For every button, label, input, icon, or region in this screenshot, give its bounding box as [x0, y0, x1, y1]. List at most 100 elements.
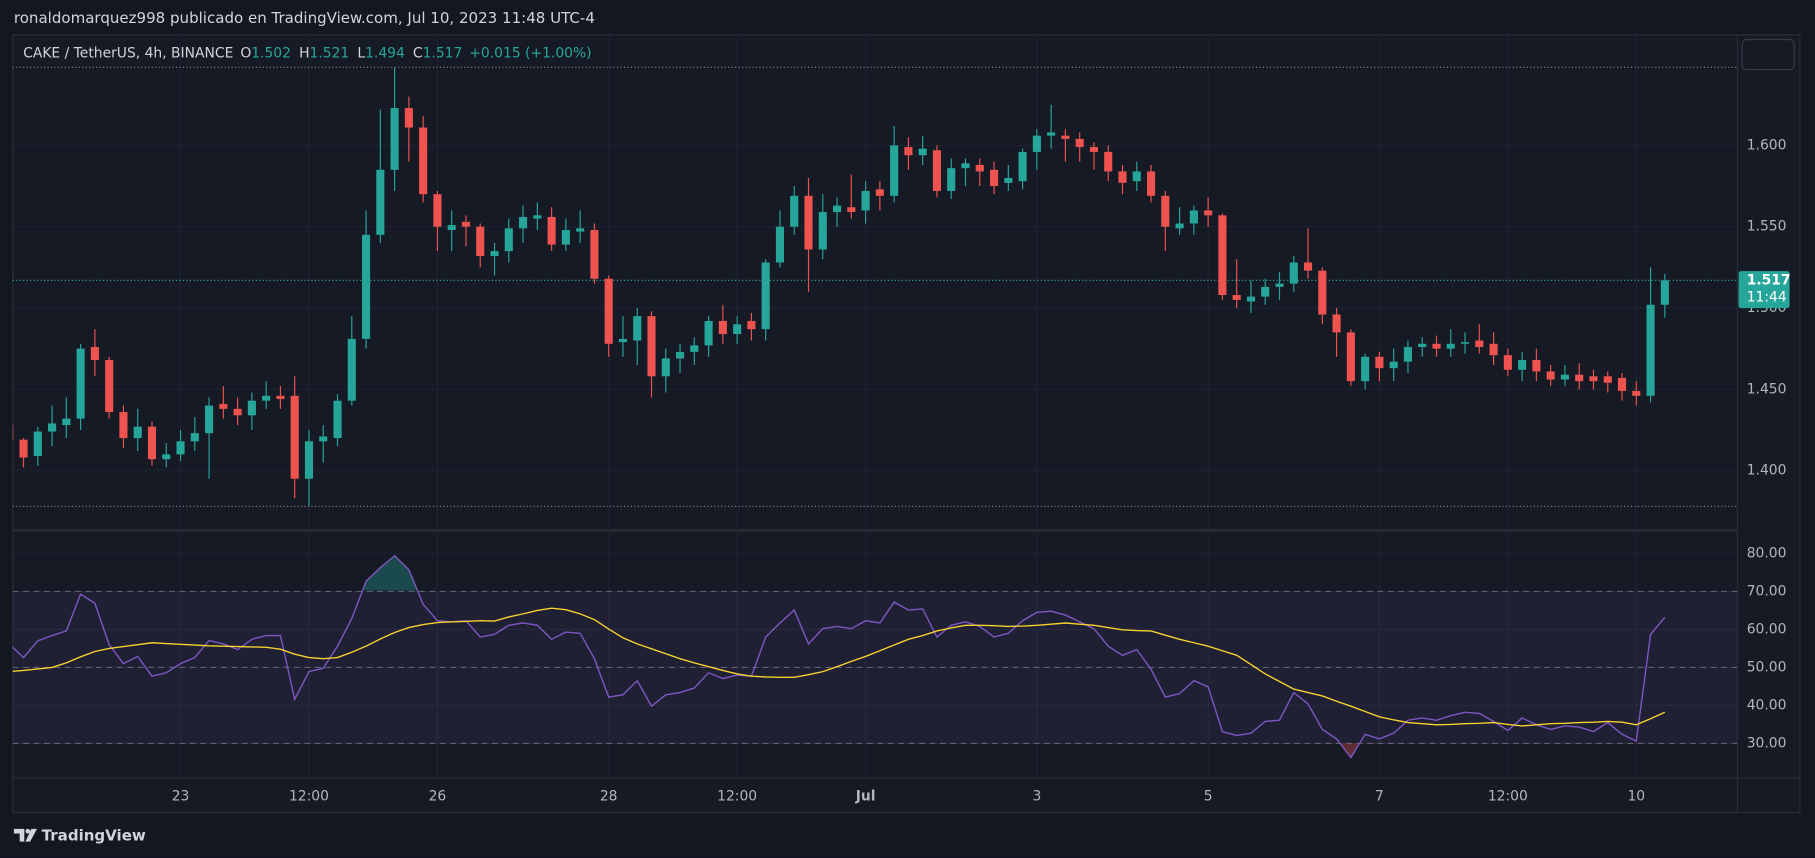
- x-tick-label: 3: [1032, 789, 1041, 805]
- candle-body: [1075, 138, 1084, 148]
- candle-body: [62, 418, 71, 426]
- candle-body: [219, 403, 228, 409]
- candle-body: [918, 148, 927, 156]
- candle-body: [1617, 377, 1627, 391]
- candle-body: [904, 147, 913, 156]
- candle-body: [1589, 376, 1598, 382]
- candle-body: [1532, 360, 1541, 372]
- settings-box[interactable]: [1741, 38, 1795, 71]
- candle-body: [1546, 371, 1555, 380]
- candle-body: [1575, 374, 1584, 382]
- candle-body: [961, 163, 970, 169]
- candle-body: [533, 215, 542, 219]
- candle-body: [947, 168, 956, 191]
- candle-body: [1104, 151, 1113, 172]
- candle-body: [447, 225, 456, 230]
- candle-body: [590, 229, 599, 279]
- candle-body: [604, 278, 613, 344]
- candle-body: [1418, 343, 1427, 348]
- x-tick-label: 28: [600, 789, 618, 805]
- candle-body: [1146, 171, 1156, 196]
- candle-body: [205, 405, 214, 434]
- legend-ohlc-label: H: [299, 45, 309, 61]
- candle-body: [362, 234, 371, 339]
- candle-body: [747, 321, 756, 330]
- candle-body: [333, 400, 342, 439]
- candle-body: [176, 441, 185, 455]
- candle-body: [861, 190, 870, 211]
- candle-body: [319, 436, 328, 442]
- candle-body: [1660, 280, 1669, 305]
- candle-body: [433, 194, 442, 227]
- y-tick-label: 60.00: [1747, 621, 1787, 637]
- candle-body: [1032, 135, 1041, 152]
- candle-body: [1361, 356, 1370, 382]
- candle-body: [647, 316, 656, 377]
- y-tick-label: 80.00: [1747, 545, 1787, 561]
- candle-body: [304, 441, 314, 479]
- last-price-label: 1.517: [1747, 272, 1791, 288]
- candle-body: [233, 408, 242, 416]
- candle-body: [461, 221, 471, 227]
- candle-body: [133, 426, 142, 439]
- candle-body: [1518, 360, 1527, 370]
- y-tick-label: 40.00: [1747, 697, 1787, 713]
- candle-body: [290, 395, 299, 479]
- candle-body: [1018, 151, 1027, 182]
- candle-body: [618, 338, 628, 343]
- candle-body: [519, 216, 528, 229]
- candle-body: [676, 351, 685, 359]
- candle-body: [790, 195, 799, 227]
- candle-body: [1089, 147, 1099, 152]
- legend-ohlc-value: 1.494: [365, 45, 405, 61]
- candle-body: [833, 205, 842, 213]
- candle-body: [1232, 295, 1241, 300]
- candle-body: [1646, 304, 1655, 396]
- candle-body: [1503, 355, 1512, 370]
- candle-body: [90, 347, 99, 361]
- candle-body: [576, 228, 585, 232]
- candle-body: [1047, 132, 1056, 136]
- legend-ohlc-label: O: [240, 45, 251, 61]
- candle-body: [1318, 270, 1327, 315]
- candle-body: [376, 169, 385, 235]
- candle-body: [1246, 296, 1256, 302]
- candle-body: [1403, 347, 1412, 362]
- x-tick-label: Jul: [855, 789, 876, 805]
- candle-body: [561, 229, 570, 245]
- candle-body: [419, 127, 428, 195]
- candle-body: [661, 358, 670, 377]
- candle-body: [1204, 210, 1213, 216]
- candle-body: [1303, 262, 1313, 271]
- candle-body: [1432, 343, 1441, 349]
- rsi-ma-line: [12, 607, 1666, 727]
- overbought-fill: [362, 555, 418, 591]
- x-tick-label: 23: [172, 789, 190, 805]
- legend-ohlc-value: 1.517: [423, 45, 463, 61]
- candle-body: [105, 360, 114, 413]
- candle-body: [818, 212, 827, 250]
- candle-body: [1489, 343, 1498, 356]
- candle-body: [48, 423, 57, 432]
- candle-body: [490, 251, 499, 256]
- candle-body: [847, 207, 856, 213]
- candle-body: [1289, 262, 1298, 284]
- y-tick-label: 1.400: [1747, 463, 1787, 479]
- plot-area: [12, 34, 1738, 778]
- candle-body: [76, 348, 85, 419]
- candle-body: [1218, 215, 1227, 296]
- candle-body: [690, 345, 699, 352]
- candle-body: [975, 164, 984, 172]
- candle-body: [989, 169, 999, 187]
- y-tick-label: 70.00: [1747, 583, 1787, 599]
- candle-body: [1560, 374, 1569, 380]
- candle-body: [1189, 210, 1198, 224]
- candle-body: [1603, 376, 1612, 383]
- candle-body: [718, 321, 727, 335]
- candle-body: [890, 145, 899, 196]
- candle-body: [804, 195, 813, 250]
- candle-body: [633, 316, 642, 341]
- x-tick-label: 7: [1375, 789, 1384, 805]
- candle-body: [190, 433, 199, 442]
